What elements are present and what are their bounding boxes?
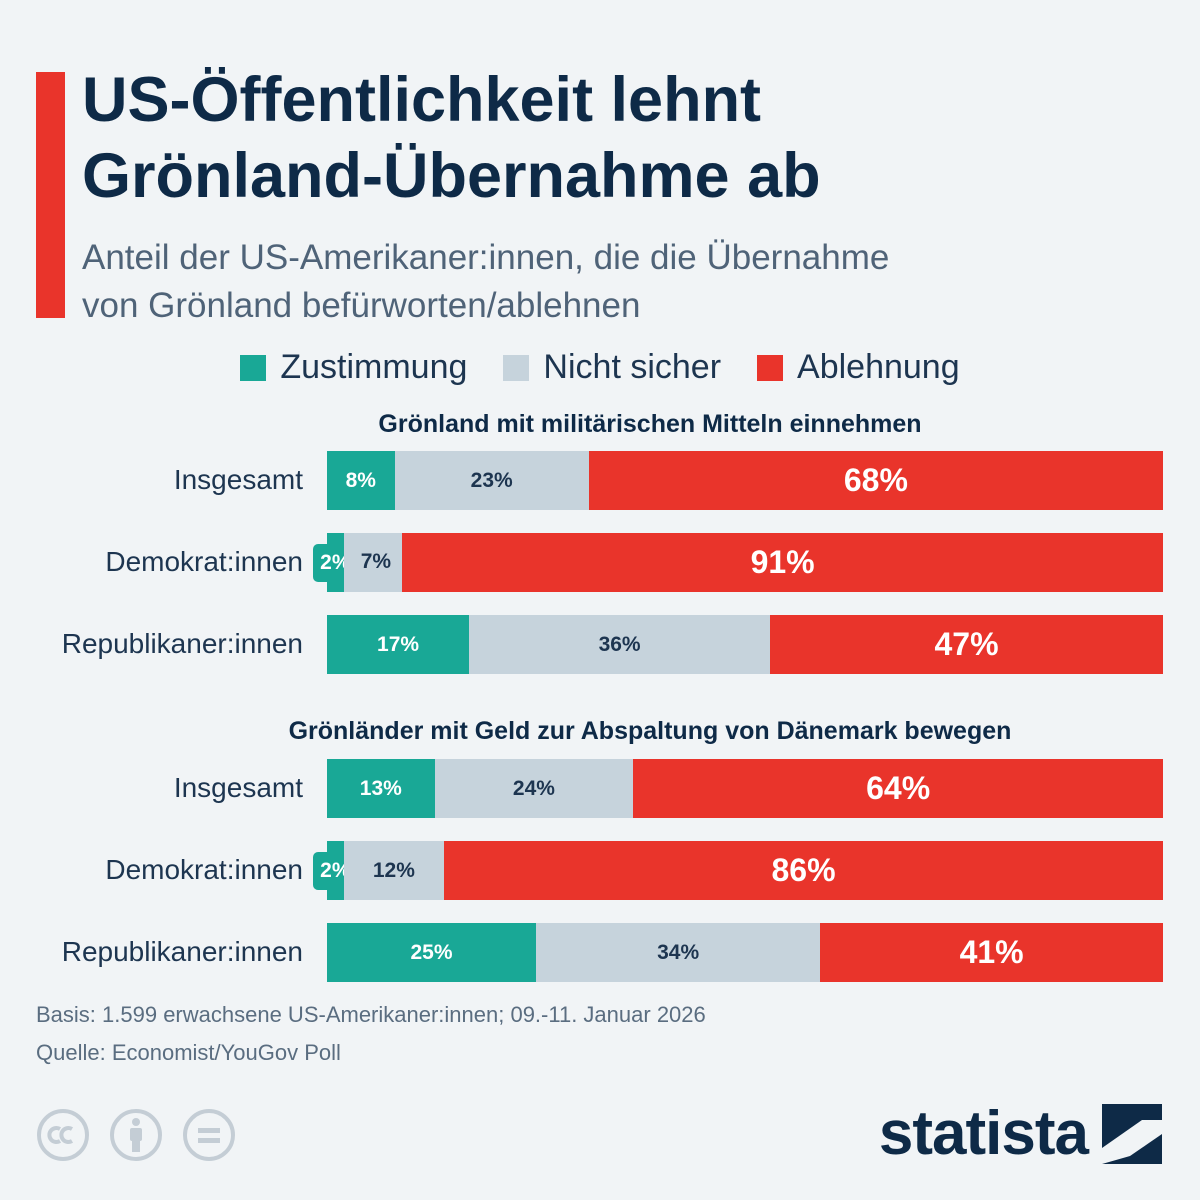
legend-item-unsure: Nicht sicher xyxy=(503,348,721,387)
legend-swatch-unsure xyxy=(503,354,530,381)
title-line-2: Grönland-Übernahme ab xyxy=(82,141,821,211)
bar-segment-unsure-1-1: 23% xyxy=(394,451,589,510)
bar-segment-reject-2-3: 41% xyxy=(820,923,1163,982)
bar-segment-agree-2-3: 25% xyxy=(327,923,536,982)
legend-label-reject: Ablehnung xyxy=(797,348,960,386)
footer-basis: Basis: 1.599 erwachsene US-Amerikaner:in… xyxy=(36,1002,706,1027)
row-label-insgesamt-2: Insgesamt xyxy=(173,772,303,803)
accent-bar xyxy=(36,72,65,318)
statista-logo-icon xyxy=(1102,1103,1162,1164)
legend-label-unsure: Nicht sicher xyxy=(543,348,722,386)
bar-segment-unsure-1-3: 36% xyxy=(469,615,771,674)
row-label-demokraten-2: Demokrat:innen xyxy=(105,854,303,885)
data-label-unsure-1-2: 7% xyxy=(360,550,392,573)
bar-segment-reject-1-1: 68% xyxy=(588,451,1163,510)
legend-label-agree: Zustimmung xyxy=(280,348,468,386)
bar-segment-unsure-2-3: 34% xyxy=(536,923,821,982)
title-line-1: US-Öffentlichkeit lehnt xyxy=(82,65,762,135)
footer-source: Quelle: Economist/YouGov Poll xyxy=(36,1040,341,1065)
bar-segment-unsure-1-2 xyxy=(343,533,403,592)
bar-segment-reject-1-2: 91% xyxy=(402,533,1163,592)
bar-segment-agree-2-1: 13% xyxy=(327,759,435,818)
cc-icon[interactable] xyxy=(36,1108,90,1162)
attribution-icon[interactable] xyxy=(109,1108,163,1162)
row-label-insgesamt-1: Insgesamt xyxy=(173,464,303,495)
group-title-2: Grönländer mit Geld zur Abspaltung von D… xyxy=(288,717,1012,745)
brand-wordmark: statista xyxy=(878,1099,1089,1168)
bar-segment-unsure-2-1: 24% xyxy=(434,759,634,818)
bar-segment-reject-2-2: 86% xyxy=(444,841,1163,900)
group-title-1: Grönland mit militärischen Mitteln einne… xyxy=(378,410,922,438)
no-derivatives-icon[interactable] xyxy=(182,1108,236,1162)
page-subtitle: Anteil der US-Amerikaner:innen, die die … xyxy=(82,234,1162,330)
bar-segment-reject-1-3: 47% xyxy=(770,615,1163,674)
statista-brand[interactable]: statista xyxy=(879,1098,1162,1169)
row-label-demokraten-1: Demokrat:innen xyxy=(105,546,303,577)
bar-segment-agree-1-3: 17% xyxy=(327,615,470,674)
legend-swatch-agree xyxy=(240,354,267,381)
subtitle-line-2: von Grönland befürworten/ablehnen xyxy=(82,286,641,325)
row-label-republikaner-2: Republikaner:innen xyxy=(61,936,303,967)
row-label-republikaner-1: Republikaner:innen xyxy=(61,628,303,659)
license-icons xyxy=(36,1108,255,1162)
subtitle-line-1: Anteil der US-Amerikaner:innen, die die … xyxy=(82,238,890,277)
legend-swatch-reject xyxy=(757,354,784,381)
bar-segment-unsure-2-2: 12% xyxy=(343,841,445,900)
legend: Zustimmung Nicht sicher Ablehnung xyxy=(0,348,1200,387)
legend-item-reject: Ablehnung xyxy=(757,348,960,387)
page-title: US-Öffentlichkeit lehnt Grönland-Übernah… xyxy=(82,62,1162,214)
bar-segment-agree-1-1: 8% xyxy=(327,451,395,510)
bar-segment-reject-2-1: 64% xyxy=(633,759,1163,818)
legend-item-agree: Zustimmung xyxy=(240,348,467,387)
